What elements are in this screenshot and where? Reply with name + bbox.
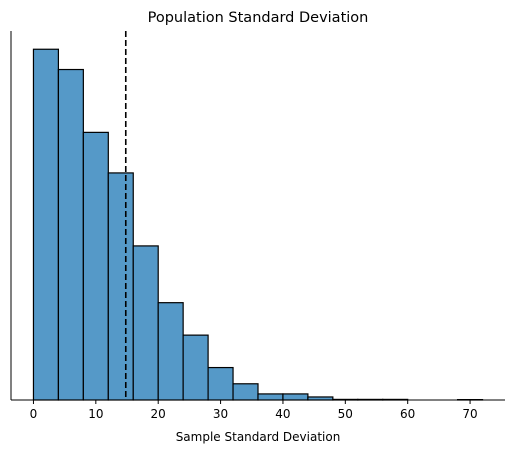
x-tick-label-40: 40 <box>275 407 290 421</box>
histogram-bar-4 <box>132 245 159 401</box>
x-tick-label-0: 0 <box>30 407 38 421</box>
x-axis-ticks: 0 10 20 30 40 50 60 70 <box>30 400 478 421</box>
x-tick-label-70: 70 <box>462 407 477 421</box>
histogram-bar-0 <box>32 48 60 401</box>
histogram-bar-3 <box>107 172 134 401</box>
x-tick-label-20: 20 <box>151 407 166 421</box>
histogram-bar-7 <box>207 366 234 401</box>
x-tick-label-50: 50 <box>338 407 353 421</box>
x-tick-label-10: 10 <box>88 407 103 421</box>
x-tick-label-30: 30 <box>213 407 228 421</box>
histogram-bar-8 <box>232 383 259 401</box>
axes <box>10 31 505 401</box>
histogram-bar-2 <box>82 131 109 401</box>
x-tick-label-60: 60 <box>400 407 415 421</box>
histogram-bar-6 <box>182 334 209 401</box>
histogram-bar-9 <box>257 393 284 401</box>
histogram-bars <box>32 48 484 401</box>
chart-title: Population Standard Deviation <box>148 10 369 26</box>
histogram-bar-5 <box>157 302 184 401</box>
histogram-bar-10 <box>282 393 309 401</box>
histogram-bar-1 <box>57 68 84 401</box>
x-axis-label: Sample Standard Deviation <box>176 430 341 444</box>
